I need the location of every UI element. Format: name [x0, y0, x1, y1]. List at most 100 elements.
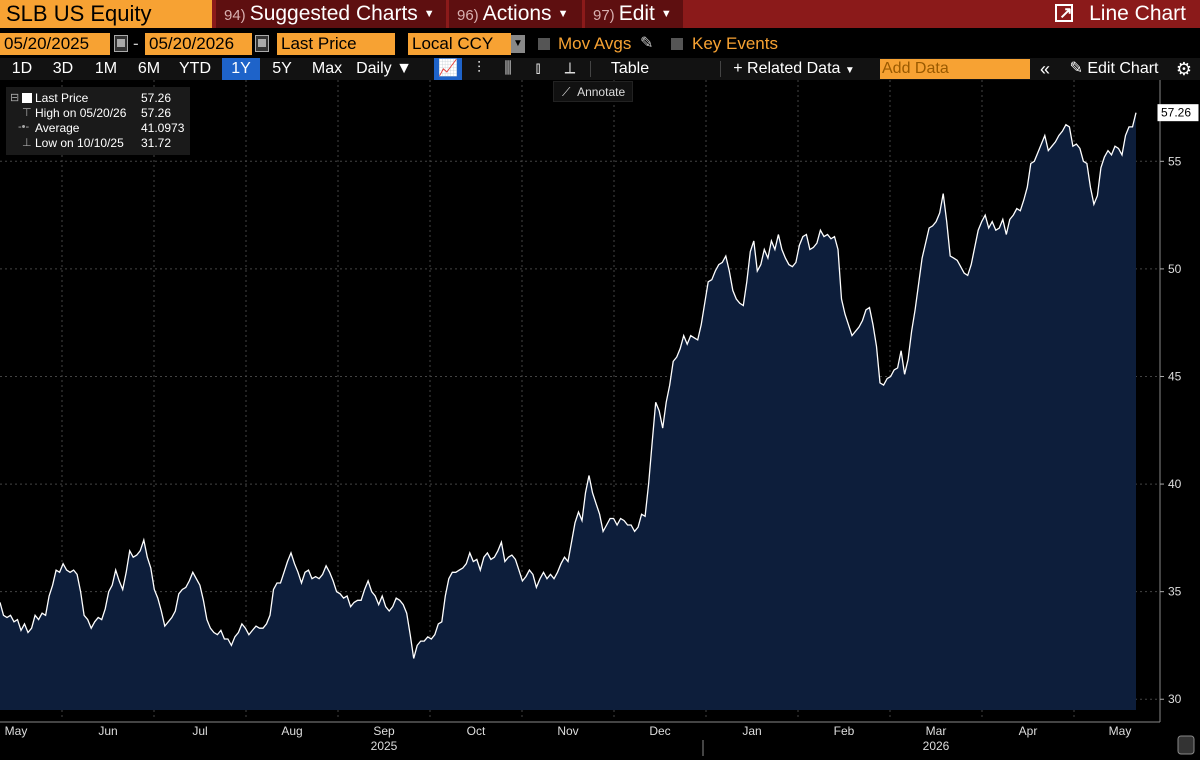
bar-chart-icon[interactable]: ⫼ — [504, 60, 512, 77]
caret-down-icon: ▼ — [844, 65, 855, 76]
calendar-icon[interactable] — [255, 35, 269, 52]
legend-row: ⊟ Last Price 57.26 — [6, 91, 190, 106]
range-ytd-button[interactable]: YTD — [179, 60, 211, 77]
y-tick-label: 35 — [1168, 585, 1182, 599]
menu-number: 96) — [457, 7, 479, 24]
menu-number: 94) — [224, 7, 246, 24]
related-data-button[interactable]: + Related Data ▼ — [726, 58, 862, 80]
candlestick-icon[interactable]: ⫾ — [535, 60, 541, 77]
annotate-label: Annotate — [577, 85, 626, 99]
x-year-label: 2025 — [371, 739, 398, 753]
ticker-field[interactable]: SLB US Equity — [0, 0, 212, 28]
suggested-charts-menu[interactable]: 94) Suggested Charts ▼ — [216, 0, 446, 28]
legend-swatch — [22, 93, 32, 103]
x-tick-label: Aug — [281, 724, 302, 738]
line-chart-button[interactable]: Line Chart — [1055, 0, 1186, 28]
chart-type-label: Line Chart — [1089, 2, 1186, 25]
menu-label: Actions — [482, 2, 552, 25]
calendar-icon[interactable] — [114, 35, 128, 52]
double-chevron-left-icon[interactable]: « — [1039, 59, 1050, 79]
y-tick-label: 50 — [1168, 262, 1182, 276]
y-tick-label: 30 — [1168, 692, 1182, 706]
pencil-icon: ⟋ — [562, 85, 571, 99]
range-1d-button[interactable]: 1D — [11, 60, 33, 77]
range-5y-button[interactable]: 5Y — [272, 60, 292, 77]
high-marker-icon: ⊤ — [22, 107, 32, 119]
x-tick-label: Jan — [742, 724, 761, 738]
related-data-label: Related Data — [747, 60, 841, 77]
legend-value: 57.26 — [141, 106, 172, 120]
y-tick-label: 40 — [1168, 477, 1182, 491]
price-line — [0, 112, 1137, 659]
legend-label: Low on 10/10/25 — [35, 136, 124, 150]
price-field-select[interactable]: Last Price — [277, 33, 395, 55]
legend-row: ⊤ High on 05/20/26 57.26 — [6, 106, 190, 121]
chart-legend: ⊟ Last Price 57.26 ⊤ High on 05/20/26 57… — [6, 87, 190, 155]
caret-down-icon: ▼ — [396, 60, 412, 77]
actions-menu[interactable]: 96) Actions ▼ — [449, 0, 582, 28]
pencil-icon[interactable]: ✎ — [640, 35, 654, 52]
line-chart-icon[interactable]: 📈 — [434, 58, 462, 80]
x-tick-label: Dec — [649, 724, 670, 738]
legend-row: -•- Average 41.0973 — [6, 121, 190, 136]
legend-row: ⊥ Low on 10/10/25 31.72 — [6, 136, 190, 151]
settings-row: 05/20/2025 - 05/20/2026 Last Price Local… — [0, 33, 1200, 57]
table-button[interactable]: Table — [610, 60, 650, 77]
add-data-input[interactable]: Add Data — [880, 59, 1030, 79]
date-separator: - — [133, 34, 139, 53]
legend-label: Last Price — [35, 91, 89, 105]
edit-chart-button[interactable]: ✎ Edit Chart — [1062, 58, 1166, 80]
pencil-icon: ✎ — [1069, 60, 1083, 77]
chevron-down-icon[interactable]: ▼ — [511, 35, 525, 53]
price-area-fill — [0, 112, 1136, 710]
y-tick-label: 45 — [1168, 369, 1182, 383]
external-link-icon — [1055, 0, 1074, 28]
x-tick-label: Nov — [557, 724, 578, 738]
caret-down-icon: ▼ — [557, 8, 569, 20]
menu-label: Edit — [618, 2, 655, 25]
toolbar-divider — [590, 61, 591, 77]
scroll-icon — [1177, 735, 1195, 755]
last-value-box — [1157, 104, 1199, 122]
x-tick-label: Jul — [192, 724, 207, 738]
range-6m-button[interactable]: 6M — [137, 60, 161, 77]
frequency-label: Daily — [356, 60, 392, 77]
range-3d-button[interactable]: 3D — [52, 60, 74, 77]
mov-avgs-label: Mov Avgs — [558, 34, 632, 53]
caret-down-icon: ▼ — [660, 8, 672, 20]
key-events-checkbox[interactable] — [671, 38, 683, 50]
low-marker-icon: ⊥ — [22, 137, 32, 149]
average-marker-icon: -•- — [18, 121, 30, 133]
crosshair-icon[interactable]: ⟂ — [564, 60, 576, 77]
legend-label: High on 05/20/26 — [35, 106, 127, 120]
top-bar: SLB US Equity 94) Suggested Charts ▼ 96) Ac… — [0, 0, 1200, 28]
x-year-label: 2026 — [923, 739, 950, 753]
range-1m-button[interactable]: 1M — [94, 60, 118, 77]
x-axis-band — [0, 722, 1200, 760]
legend-value: 57.26 — [141, 91, 172, 105]
x-tick-label: Oct — [467, 724, 486, 738]
plus-icon: + — [733, 60, 743, 77]
menu-label: Suggested Charts — [249, 2, 418, 25]
range-1y-button[interactable]: 1Y — [222, 58, 260, 80]
mov-avgs-checkbox[interactable] — [538, 38, 550, 50]
range-max-button[interactable]: Max — [311, 60, 343, 77]
ohlc-bars-icon[interactable]: ⫶ — [476, 60, 481, 77]
last-value-label: 57.26 — [1161, 106, 1191, 120]
x-tick-label: Sep — [373, 724, 395, 738]
gear-icon[interactable]: ⚙ — [1175, 59, 1193, 79]
x-tick-label: Jun — [98, 724, 117, 738]
start-date-field[interactable]: 05/20/2025 — [0, 33, 110, 55]
end-date-field[interactable]: 05/20/2026 — [145, 33, 252, 55]
frequency-select[interactable]: Daily ▼ — [354, 58, 414, 80]
menu-number: 97) — [593, 7, 615, 24]
legend-value: 41.0973 — [141, 121, 185, 135]
currency-select[interactable]: Local CCY — [408, 33, 511, 55]
chart-toolbar: 1D 3D 1M 6M YTD 1Y 5Y Max Daily ▼ 📈 ⫶ ⫼ … — [0, 58, 1200, 80]
edit-menu[interactable]: 97) Edit ▼ — [585, 0, 683, 28]
annotate-button[interactable]: ⟋ Annotate — [553, 81, 633, 102]
key-events-label: Key Events — [692, 34, 778, 53]
collapse-icon[interactable]: ⊟ — [10, 92, 20, 104]
x-tick-label: Apr — [1019, 724, 1038, 738]
